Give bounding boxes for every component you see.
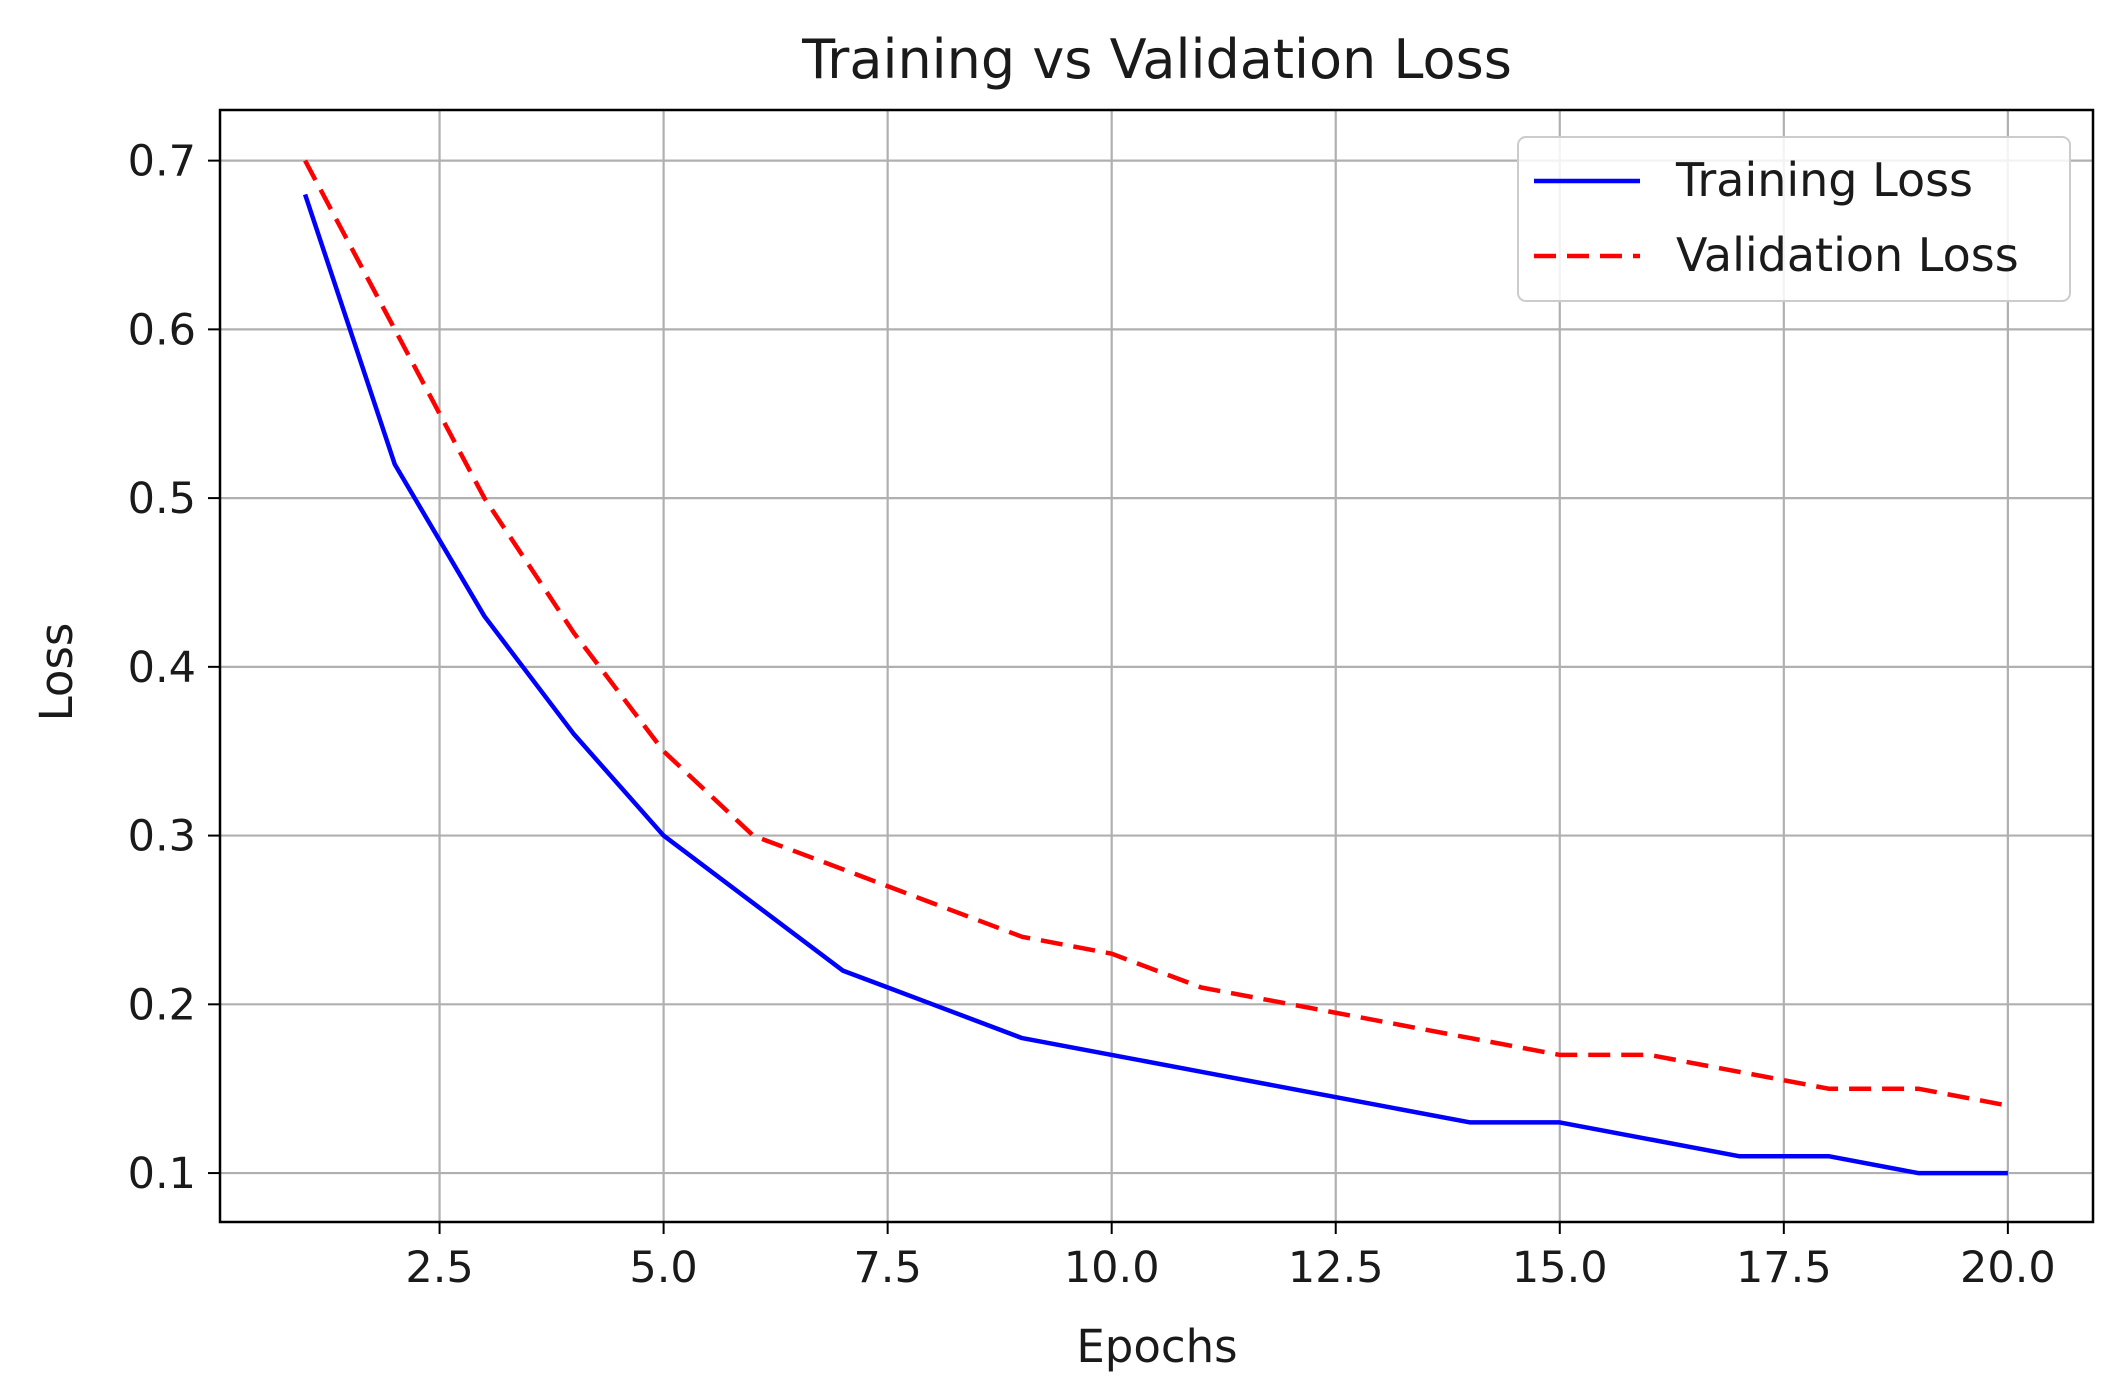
validation-loss-point [303,159,307,163]
training-loss-point [1647,1137,1651,1141]
validation-loss-point [1827,1087,1831,1091]
training-loss-point [1827,1154,1831,1158]
x-tick-label: 7.5 [853,1243,921,1293]
validation-loss-point [393,327,397,331]
y-tick-label: 0.5 [128,474,196,524]
validation-loss-point [751,834,755,838]
chart-title: Training vs Validation Loss [801,28,1512,91]
training-loss-point [1916,1171,1920,1175]
series-lines [302,159,2010,1176]
training-loss-point [1289,1087,1293,1091]
training-loss-line [302,193,2008,1176]
validation-loss-point [1110,952,1114,956]
legend-label-training: Training Loss [1675,153,1973,207]
y-tick-label: 0.4 [128,643,196,693]
validation-loss-line [303,159,2009,1108]
training-loss-point [751,901,755,905]
training-loss-point [1020,1036,1024,1040]
y-axis-title: Loss [30,623,83,722]
training-loss-point [303,192,307,196]
validation-loss-point [1737,1070,1741,1074]
y-tick-label: 0.6 [128,305,196,355]
validation-loss-point [1647,1053,1651,1057]
validation-loss-point [572,631,576,635]
validation-loss-point [1916,1087,1920,1091]
validation-loss-point [482,496,486,500]
x-tick-label: 12.5 [1288,1243,1384,1293]
training-loss-point [841,969,845,973]
x-tick-label: 2.5 [405,1243,473,1293]
training-loss-point [1558,1120,1562,1124]
validation-loss-point [1020,935,1024,939]
validation-loss-point [1468,1036,1472,1040]
training-loss-point [393,462,397,466]
y-tick-label: 0.2 [128,980,196,1030]
validation-loss-point [1379,1019,1383,1023]
legend-box [1517,136,2071,302]
y-tick-label: 0.3 [128,812,196,862]
x-tick-label: 17.5 [1736,1243,1832,1293]
legend: Training Loss Validation Loss [1517,136,2071,302]
x-tick-label: 20.0 [1960,1243,2056,1293]
x-tick-label: 10.0 [1064,1243,1160,1293]
training-loss-point [662,834,666,838]
validation-loss-point [1558,1053,1562,1057]
validation-loss-point [2006,1104,2010,1108]
training-loss-point [572,732,576,736]
x-tick-label: 5.0 [629,1243,697,1293]
training-loss-point [931,1002,935,1006]
validation-loss-point [841,867,845,871]
y-tick-label: 0.7 [128,137,196,187]
training-loss-point [1468,1120,1472,1124]
training-loss-point [1110,1053,1114,1057]
validation-loss-point [1289,1002,1293,1006]
validation-loss-point [1199,986,1203,990]
validation-loss-point [662,749,666,753]
training-loss-point [1379,1104,1383,1108]
training-loss-point [482,614,486,618]
training-loss-point [1199,1070,1203,1074]
training-loss-point [1737,1154,1741,1158]
training-loss-point [2006,1171,2010,1175]
axis-ticks: 2.5 5.0 7.5 10.0 12.5 15.0 17.5 20.0 0.1 0.2 0.3 0.… [128,137,2056,1293]
legend-label-validation: Validation Loss [1676,228,2019,282]
validation-loss-point [931,901,935,905]
x-tick-label: 15.0 [1512,1243,1608,1293]
y-tick-label: 0.1 [128,1149,196,1199]
x-axis-title: Epochs [1076,1320,1237,1373]
